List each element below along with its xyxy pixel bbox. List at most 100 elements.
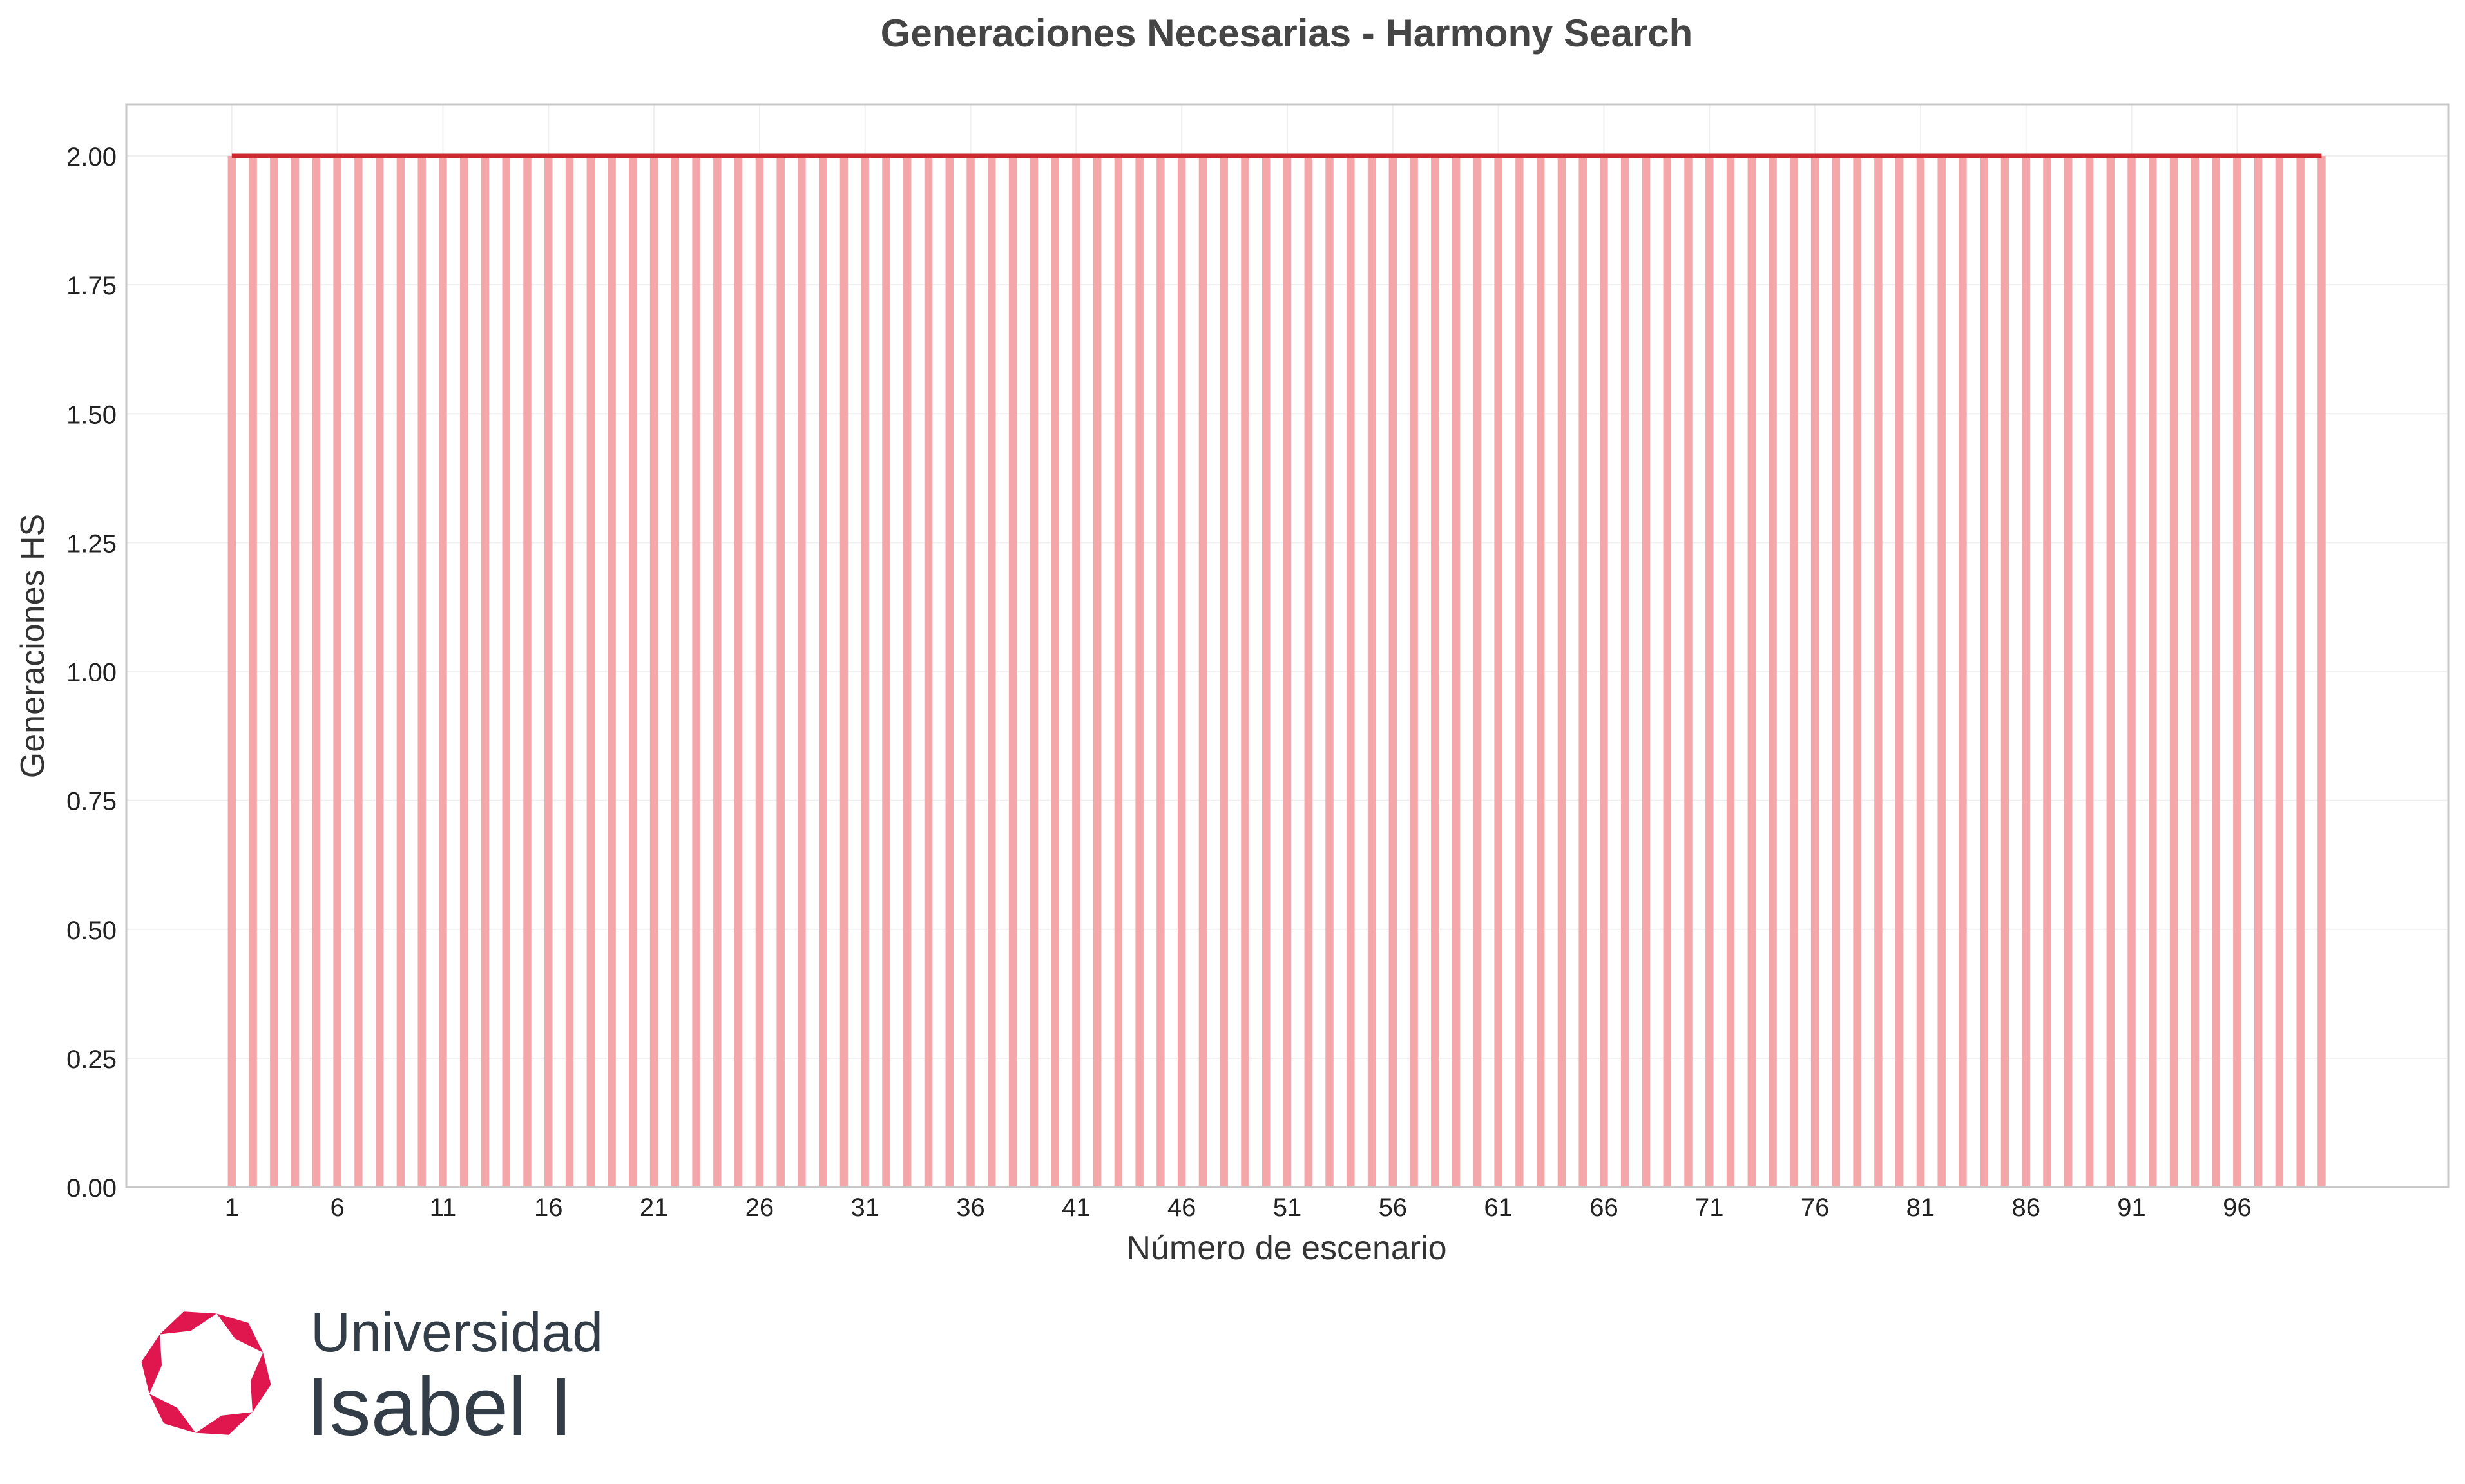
bar — [1769, 156, 1777, 1188]
bar — [988, 156, 996, 1188]
bar — [2127, 156, 2136, 1188]
bar — [439, 156, 447, 1188]
bar — [713, 156, 722, 1188]
bar — [1431, 156, 1439, 1188]
bar — [2106, 156, 2115, 1188]
bar — [459, 156, 468, 1188]
bar — [1452, 156, 1461, 1188]
x-tick-label: 51 — [1273, 1194, 1302, 1222]
x-tick-label: 56 — [1379, 1194, 1408, 1222]
x-tick-label: 61 — [1484, 1194, 1513, 1222]
bar — [2022, 156, 2030, 1188]
bar — [2085, 156, 2094, 1188]
logo-segment — [250, 1352, 271, 1413]
bar — [565, 156, 574, 1188]
bar — [1135, 156, 1144, 1188]
y-tick-label: 0.25 — [66, 1045, 117, 1074]
bar — [1557, 156, 1566, 1188]
bar — [945, 156, 954, 1188]
bar — [1726, 156, 1735, 1188]
bar — [270, 156, 278, 1188]
bar — [1177, 156, 1186, 1188]
bar — [1494, 156, 1502, 1188]
bar — [1832, 156, 1841, 1188]
bar — [1895, 156, 1904, 1188]
bar — [333, 156, 341, 1188]
y-tick-label: 0.75 — [66, 788, 117, 816]
bar — [2000, 156, 2009, 1188]
bar — [2169, 156, 2178, 1188]
y-tick-label: 1.00 — [66, 659, 117, 687]
bar — [1620, 156, 1629, 1188]
bar — [375, 156, 384, 1188]
bar — [1241, 156, 1249, 1188]
bar — [776, 156, 785, 1188]
bar — [2064, 156, 2073, 1188]
bar — [1642, 156, 1651, 1188]
bar — [1578, 156, 1587, 1188]
y-axis: 0.00 0.25 0.50 0.75 1.00 1.25 1.50 1.75 2.00 — [66, 143, 117, 1203]
bar — [2317, 156, 2326, 1188]
x-tick-label: 26 — [745, 1194, 774, 1222]
bar — [1030, 156, 1039, 1188]
bar — [396, 156, 405, 1188]
x-tick-label: 71 — [1695, 1194, 1724, 1222]
bar — [417, 156, 426, 1188]
x-axis-label: Número de escenario — [1126, 1230, 1446, 1267]
y-tick-label: 0.50 — [66, 917, 117, 945]
bar — [1810, 156, 1819, 1188]
bar — [1874, 156, 1883, 1188]
chart-title: Generaciones Necesarias - Harmony Search — [881, 12, 1693, 55]
bar — [1008, 156, 1017, 1188]
bar — [734, 156, 743, 1188]
bar — [798, 156, 806, 1188]
bar — [544, 156, 553, 1188]
bar — [2043, 156, 2051, 1188]
bar — [1979, 156, 1988, 1188]
bar — [2212, 156, 2220, 1188]
bar — [1114, 156, 1123, 1188]
bar — [1051, 156, 1059, 1188]
bar — [1747, 156, 1756, 1188]
bar — [671, 156, 680, 1188]
y-tick-label: 1.50 — [66, 401, 117, 429]
bar — [1325, 156, 1334, 1188]
bar — [586, 156, 595, 1188]
bar — [1410, 156, 1418, 1188]
bar — [1304, 156, 1312, 1188]
bar — [2296, 156, 2305, 1188]
x-tick-label: 31 — [850, 1194, 879, 1222]
bar — [1388, 156, 1397, 1188]
bar — [1347, 156, 1355, 1188]
bar — [1536, 156, 1545, 1188]
y-tick-label: 2.00 — [66, 143, 117, 171]
bar — [354, 156, 363, 1188]
logo-emblem-icon — [141, 1311, 271, 1435]
bar — [818, 156, 827, 1188]
bar — [1072, 156, 1080, 1188]
logo-segment — [149, 1394, 196, 1433]
bars — [227, 156, 2326, 1188]
x-tick-label: 66 — [1589, 1194, 1618, 1222]
bar — [924, 156, 933, 1188]
bar — [608, 156, 616, 1188]
bar — [1262, 156, 1271, 1188]
bar — [1916, 156, 1925, 1188]
bar — [1156, 156, 1165, 1188]
bar — [1515, 156, 1524, 1188]
x-tick-label: 76 — [1801, 1194, 1830, 1222]
bar — [502, 156, 510, 1188]
bar — [481, 156, 490, 1188]
bar — [1937, 156, 1946, 1188]
bar — [2254, 156, 2263, 1188]
bar — [629, 156, 637, 1188]
bar — [1684, 156, 1693, 1188]
x-tick-label: 1 — [225, 1194, 239, 1222]
bar — [966, 156, 975, 1188]
bar — [1473, 156, 1482, 1188]
plot-frame — [125, 103, 2450, 1188]
x-tick-label: 96 — [2223, 1194, 2252, 1222]
x-tick-label: 21 — [640, 1194, 669, 1222]
bar — [1663, 156, 1671, 1188]
